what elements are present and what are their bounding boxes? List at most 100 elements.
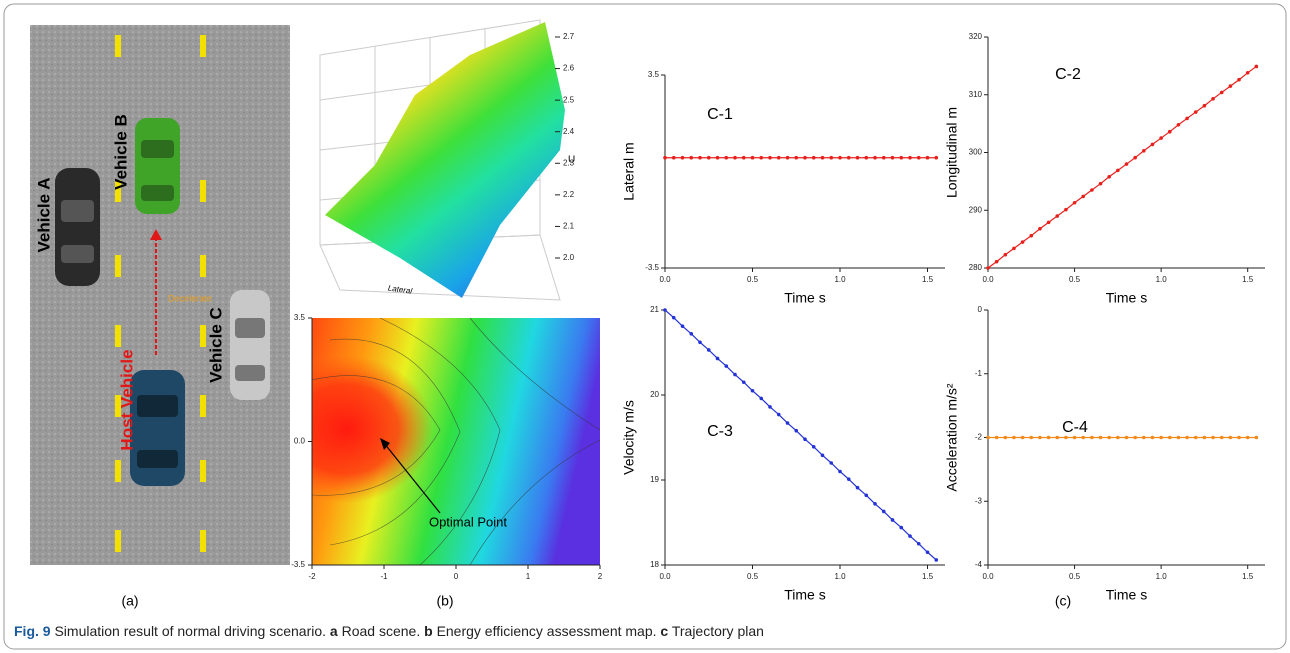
data-point (1176, 435, 1181, 440)
y-tick-label: 0.0 (294, 437, 306, 446)
x-tick-label: 1.0 (1156, 275, 1168, 284)
data-point (768, 405, 772, 409)
data-point (1055, 435, 1060, 440)
data-point (794, 428, 799, 433)
z-tick-label: 2.3 (563, 158, 575, 167)
road-scene: Vehicle A Vehicle B Vehicle C Host Vehic… (30, 25, 290, 565)
x-axis-label: Time s (784, 587, 825, 603)
data-point (1133, 155, 1137, 160)
y-tick-label: -1 (975, 369, 983, 378)
data-point (1020, 435, 1025, 440)
data-point (724, 364, 729, 368)
y-tick-label: -2 (975, 433, 983, 442)
caption: Fig. 9 Simulation result of normal drivi… (14, 623, 764, 639)
data-point (1211, 96, 1215, 101)
data-point (1245, 435, 1250, 440)
data-point (846, 155, 851, 160)
x-tick-label: -1 (380, 572, 388, 581)
data-point (881, 509, 886, 514)
data-point (1046, 435, 1051, 440)
y-tick-label: 320 (969, 32, 983, 41)
data-point (838, 155, 842, 160)
y-tick-label: 3.5 (294, 313, 306, 322)
vehicle-label: Vehicle A (34, 178, 53, 253)
arrow-head (150, 229, 162, 240)
chart-title: C-3 (707, 423, 733, 440)
data-point (1133, 435, 1137, 440)
data-point (1064, 435, 1068, 440)
data-line (664, 309, 937, 561)
y-tick-label: -3.5 (291, 560, 305, 569)
data-point (820, 155, 825, 160)
x-tick-label: 1.5 (922, 572, 934, 581)
y-tick-label: 18 (650, 560, 659, 569)
data-point (1159, 435, 1163, 440)
caption-letter: a (330, 623, 338, 639)
data-point (741, 380, 746, 385)
vehicle-label: Vehicle B (111, 114, 130, 190)
lane-markings (115, 35, 206, 552)
caption-text: Simulation result of normal driving scen… (54, 623, 326, 639)
x-tick-label: 0.0 (659, 275, 671, 284)
x-tick-label: -2 (308, 572, 316, 581)
y-axis-label: Lateral m (621, 142, 637, 200)
z-tick-label: 2.6 (563, 64, 575, 73)
y-axis-label: Longitudinal m (944, 107, 960, 198)
data-point (873, 502, 877, 506)
annotation: Optimal Point (429, 514, 507, 529)
caption-label: Fig. 9 (14, 623, 51, 639)
data-point (680, 324, 685, 328)
chart-title: C-1 (707, 106, 733, 123)
data-point (1090, 435, 1094, 440)
data-point (724, 155, 729, 160)
arrow-head (380, 438, 390, 450)
data-point (1107, 174, 1111, 179)
data-point (1098, 435, 1103, 440)
frame (3, 3, 1287, 650)
vehicle-c-car (230, 290, 270, 400)
data-point (934, 155, 939, 160)
z-tick-label: 2.4 (563, 127, 575, 136)
data-point (820, 453, 825, 458)
data-point (855, 155, 860, 160)
data-point (864, 493, 869, 498)
data-point (846, 477, 851, 481)
data-point (1081, 435, 1086, 440)
data-point (1254, 64, 1259, 69)
data-point (715, 155, 720, 160)
data-point (1176, 122, 1181, 127)
x-tick-label: 2 (598, 572, 603, 581)
data-point (1219, 90, 1224, 95)
data-point (776, 412, 781, 417)
x-tick-label: 1.5 (1242, 275, 1254, 284)
data-point (1193, 435, 1198, 440)
data-point (663, 308, 667, 312)
x-tick-label: 0.0 (982, 275, 994, 284)
data-point (776, 155, 781, 160)
data-point (1142, 435, 1146, 440)
x-tick-label: 1.5 (1242, 572, 1254, 581)
data-point (689, 155, 694, 160)
y-tick-label: 280 (969, 263, 983, 272)
y-tick-label: 300 (969, 148, 983, 157)
x-tick-label: 1.0 (1156, 572, 1168, 581)
surface-plot: U Lateral (319, 19, 575, 301)
data-point (1072, 200, 1077, 205)
caption-text: Energy efficiency assessment map. (437, 623, 657, 639)
data-point (829, 155, 834, 160)
y-tick-label: -3 (975, 496, 983, 505)
data-point (1029, 233, 1034, 238)
vehicle-b-car (135, 118, 180, 214)
data-point (750, 155, 755, 160)
data-point (671, 315, 676, 320)
y-axis-label: Acceleration m/s² (944, 383, 960, 491)
y-tick-label: 310 (969, 90, 983, 99)
data-point (1003, 435, 1008, 440)
data-point (1072, 435, 1077, 440)
data-point (1064, 207, 1068, 212)
x-tick-label: 1.0 (834, 572, 846, 581)
data-point (759, 396, 764, 401)
data-point (890, 155, 895, 160)
